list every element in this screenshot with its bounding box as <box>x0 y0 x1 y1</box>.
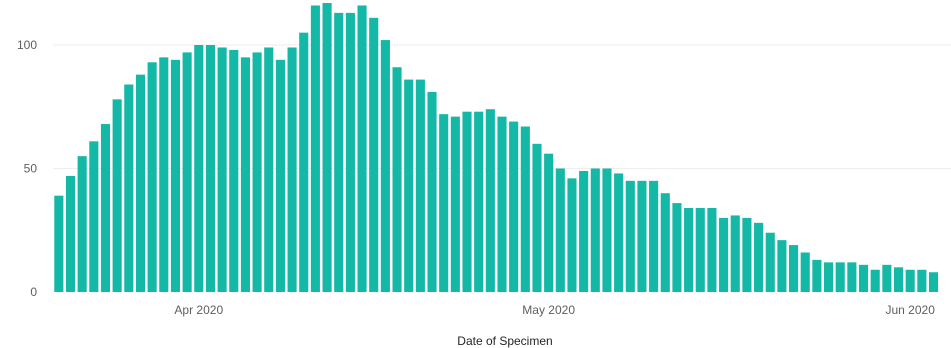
bar-2020-04-26[interactable] <box>485 109 495 292</box>
bar-2020-03-23[interactable] <box>89 141 99 292</box>
bar-2020-04-15[interactable] <box>357 5 367 292</box>
bar-2020-04-09[interactable] <box>287 47 297 292</box>
bar-2020-06-01[interactable] <box>905 269 915 292</box>
bar-2020-05-01[interactable] <box>544 153 554 292</box>
x-axis-title: Date of Specimen <box>457 334 552 348</box>
bar-2020-05-06[interactable] <box>602 168 612 293</box>
bar-2020-04-21[interactable] <box>427 91 437 293</box>
bar-2020-05-09[interactable] <box>637 180 647 292</box>
bar-2020-03-22[interactable] <box>77 156 87 292</box>
bar-2020-04-07[interactable] <box>264 47 274 292</box>
bar-2020-05-10[interactable] <box>649 180 659 292</box>
bar-2020-04-12[interactable] <box>322 3 332 292</box>
bar-2020-04-23[interactable] <box>450 116 460 292</box>
bar-2020-03-20[interactable] <box>54 195 64 292</box>
bar-2020-04-04[interactable] <box>229 49 239 292</box>
bar-2020-03-28[interactable] <box>147 62 157 292</box>
bar-2020-04-18[interactable] <box>392 67 402 292</box>
bar-2020-05-04[interactable] <box>579 170 589 292</box>
bar-2020-04-17[interactable] <box>380 40 390 293</box>
bar-2020-05-05[interactable] <box>590 168 600 293</box>
bar-2020-03-21[interactable] <box>65 175 76 292</box>
bar-2020-06-03[interactable] <box>928 272 939 292</box>
bar-2020-04-06[interactable] <box>252 52 262 292</box>
bar-2020-04-22[interactable] <box>439 114 449 292</box>
bar-2020-03-24[interactable] <box>100 124 111 292</box>
bar-2020-05-21[interactable] <box>777 240 787 292</box>
y-tick-label: 100 <box>17 38 37 52</box>
bar-2020-05-16[interactable] <box>719 217 729 292</box>
bar-2020-03-29[interactable] <box>159 57 169 292</box>
bar-2020-04-20[interactable] <box>415 79 425 292</box>
x-axis-ticks: Apr 2020 May 2020 Jun 2020 <box>174 303 935 317</box>
bar-2020-05-17[interactable] <box>730 215 740 292</box>
bar-2020-05-18[interactable] <box>742 217 752 292</box>
y-tick-label: 50 <box>24 162 38 176</box>
bar-2020-05-03[interactable] <box>567 178 577 292</box>
bar-2020-05-08[interactable] <box>625 180 635 292</box>
bar-2020-05-07[interactable] <box>614 173 624 292</box>
bar-2020-04-24[interactable] <box>462 111 472 292</box>
bar-2020-05-30[interactable] <box>882 264 892 292</box>
bar-2020-05-23[interactable] <box>800 252 810 292</box>
bar-2020-05-11[interactable] <box>660 193 670 292</box>
bar-2020-04-27[interactable] <box>497 116 507 292</box>
bar-2020-05-27[interactable] <box>847 262 857 292</box>
bar-2020-04-13[interactable] <box>334 12 344 292</box>
bar-2020-03-30[interactable] <box>170 59 181 292</box>
bar-2020-04-29[interactable] <box>520 126 530 292</box>
bar-2020-04-08[interactable] <box>275 59 285 292</box>
bar-2020-05-14[interactable] <box>695 208 705 292</box>
bar-2020-04-14[interactable] <box>345 12 355 292</box>
bar-2020-05-15[interactable] <box>707 208 717 292</box>
bar-2020-05-28[interactable] <box>858 264 869 292</box>
bar-series <box>54 3 939 293</box>
x-tick-label: Apr 2020 <box>174 303 223 317</box>
bar-2020-05-26[interactable] <box>835 262 845 292</box>
bar-2020-04-10[interactable] <box>299 32 309 293</box>
bar-2020-04-28[interactable] <box>509 121 519 292</box>
bar-2020-05-24[interactable] <box>812 259 822 292</box>
bar-2020-05-19[interactable] <box>754 222 764 292</box>
bar-2020-03-26[interactable] <box>124 84 134 293</box>
y-tick-label: 0 <box>30 285 37 299</box>
bar-2020-05-13[interactable] <box>684 208 694 292</box>
bar-2020-04-01[interactable] <box>194 45 204 292</box>
y-axis-ticks: 0 50 100 <box>17 38 37 299</box>
bar-2020-05-29[interactable] <box>870 269 880 292</box>
bar-2020-03-27[interactable] <box>135 74 146 292</box>
bar-2020-05-20[interactable] <box>765 232 775 292</box>
bar-2020-04-16[interactable] <box>369 17 379 293</box>
x-tick-label: Jun 2020 <box>885 303 935 317</box>
bar-2020-04-05[interactable] <box>240 57 250 292</box>
bar-2020-04-02[interactable] <box>205 45 215 292</box>
bar-2020-04-03[interactable] <box>217 47 227 292</box>
bar-2020-04-19[interactable] <box>404 79 414 292</box>
bar-2020-06-02[interactable] <box>917 269 927 292</box>
bar-2020-05-22[interactable] <box>789 245 799 292</box>
bar-2020-05-12[interactable] <box>672 203 682 292</box>
bar-2020-03-25[interactable] <box>112 99 122 292</box>
bar-2020-03-31[interactable] <box>182 52 192 292</box>
bar-2020-04-11[interactable] <box>310 5 320 292</box>
bar-2020-05-02[interactable] <box>555 168 565 293</box>
bar-2020-04-25[interactable] <box>474 111 484 292</box>
x-tick-label: May 2020 <box>522 303 575 317</box>
bar-2020-05-25[interactable] <box>824 262 834 292</box>
bar-2020-04-30[interactable] <box>532 143 542 292</box>
bar-2020-05-31[interactable] <box>893 267 904 292</box>
